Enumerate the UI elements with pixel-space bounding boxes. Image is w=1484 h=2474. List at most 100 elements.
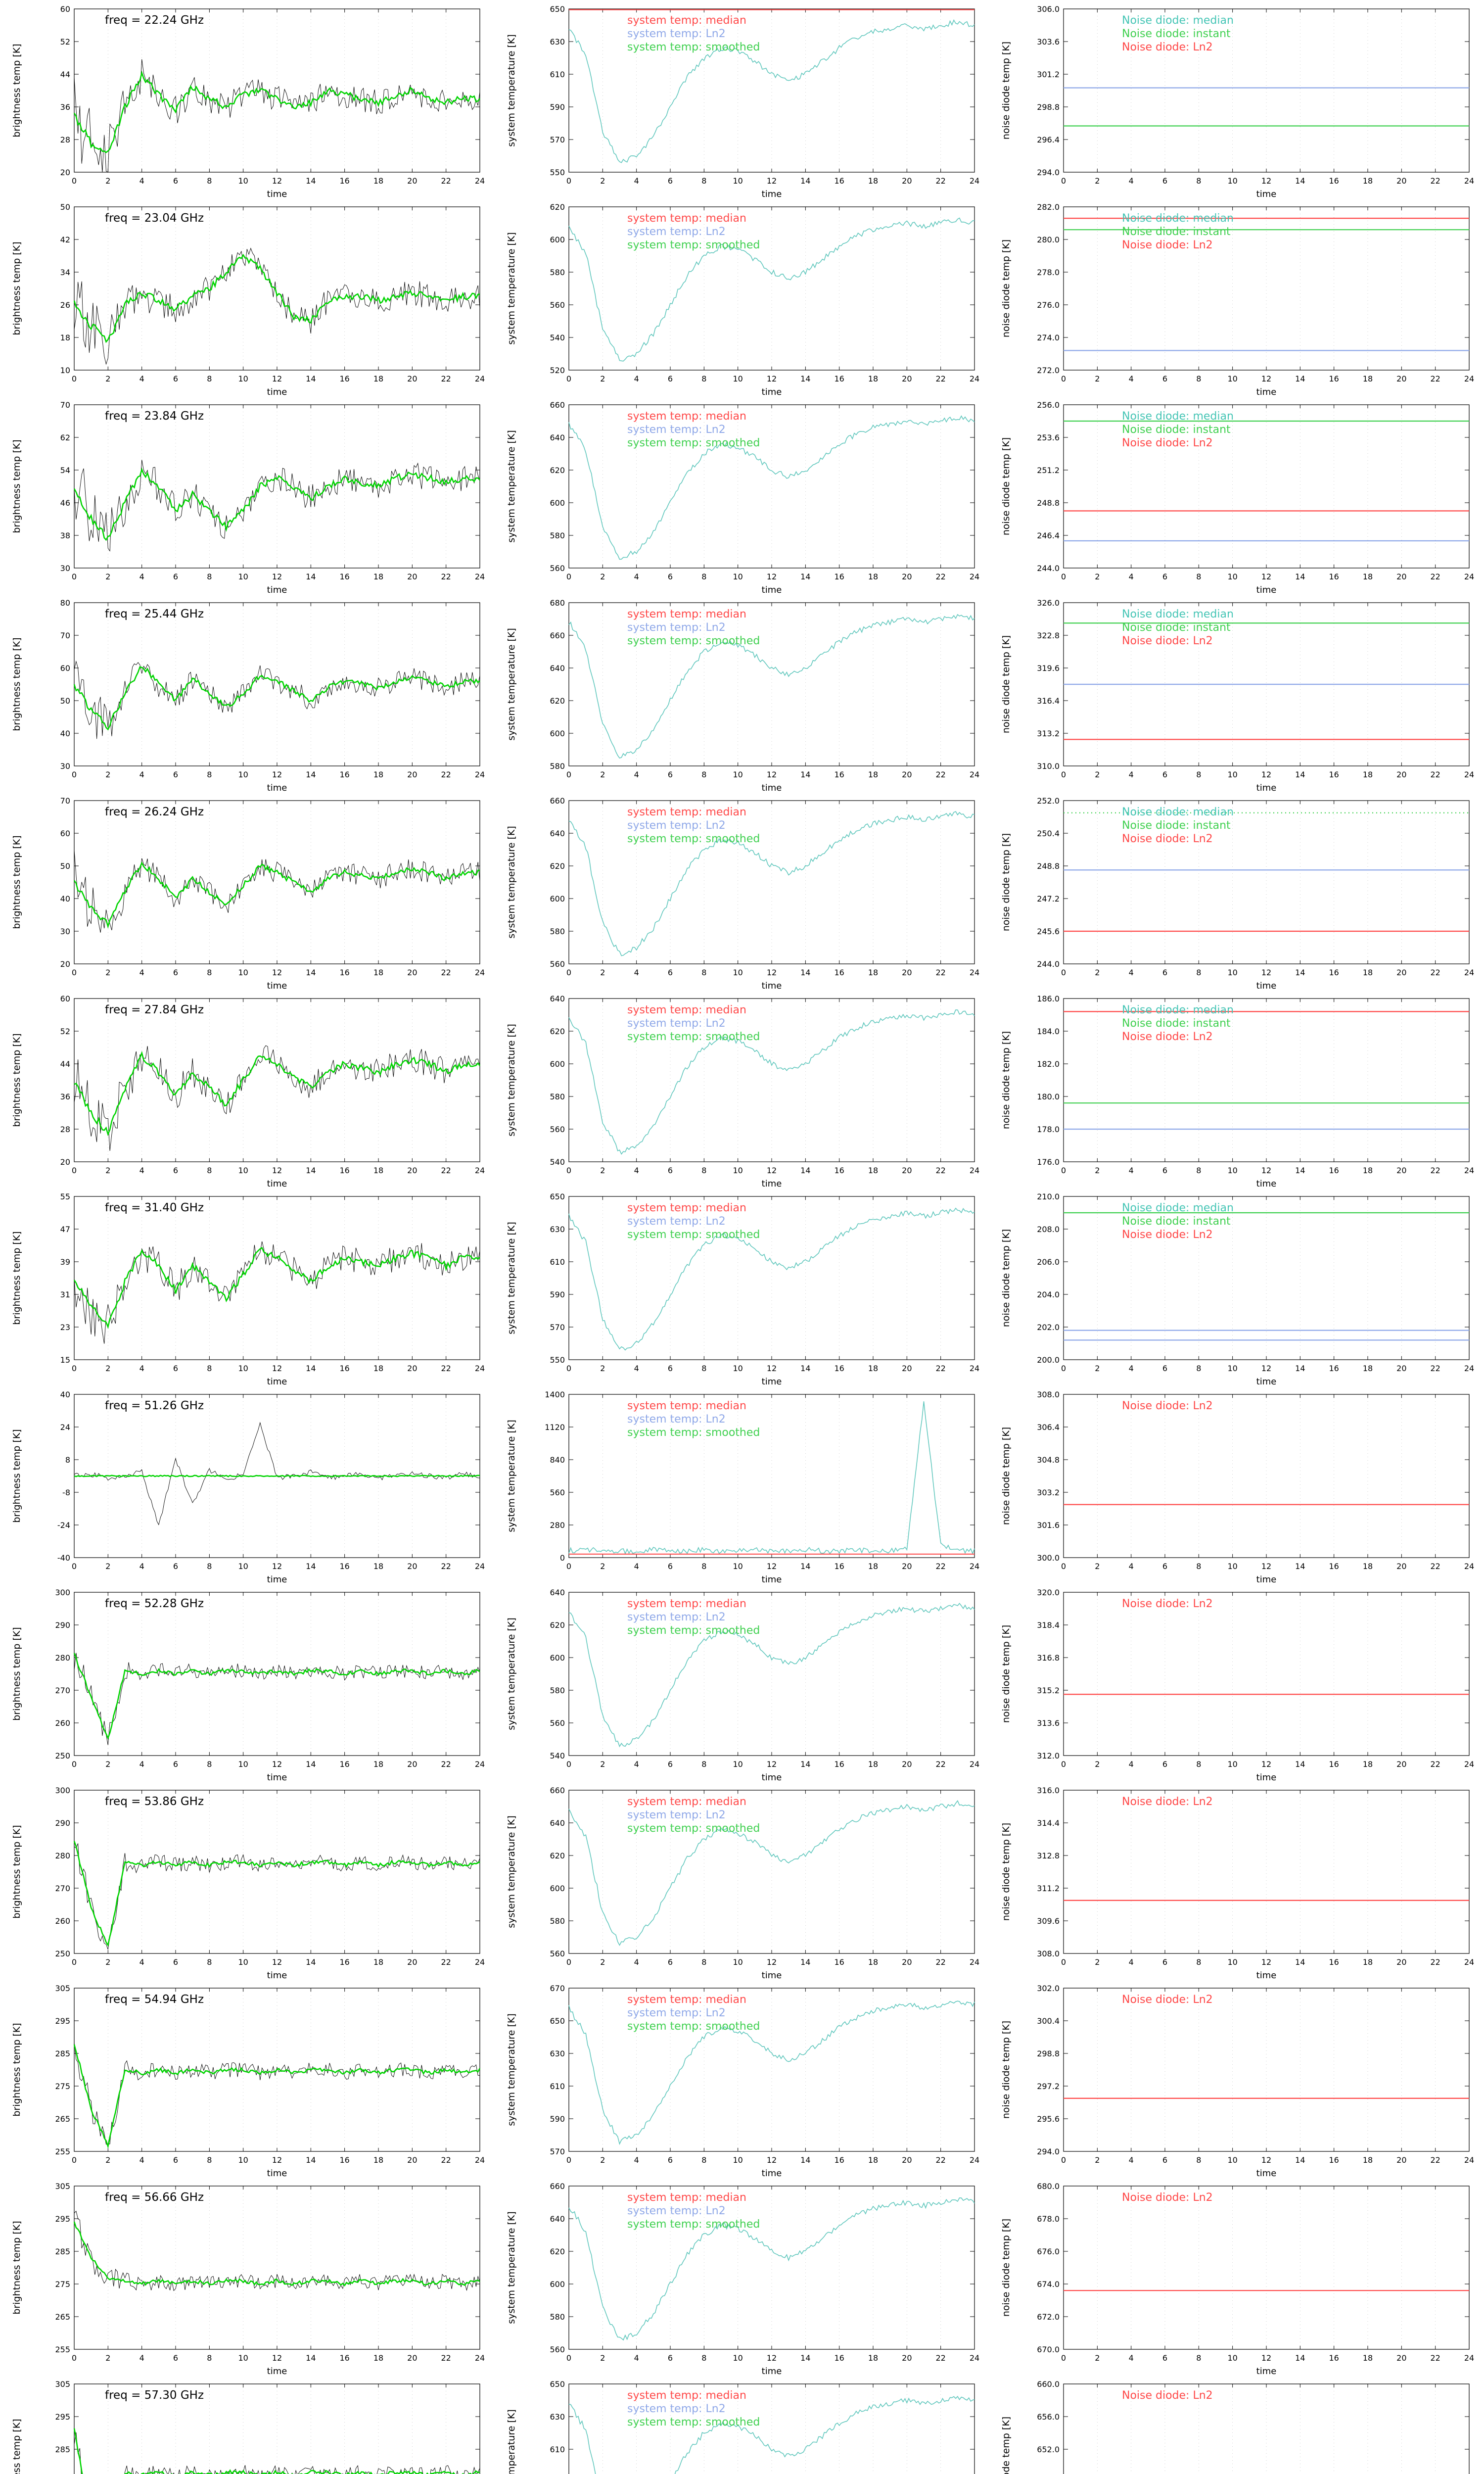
x-tick-label: 6 (173, 968, 178, 977)
plot-frame (1063, 1790, 1470, 1954)
raw-series (74, 1045, 480, 1151)
x-axis-label: time (267, 1772, 287, 1781)
plot-row: 0 2 4 6 8 10 12 14 16 18 20 22 24 30 40 50 60 70 80 brightn… (0, 594, 1484, 792)
x-tick-label: 0 (1061, 1166, 1066, 1175)
x-tick-label: 14 (306, 1957, 316, 1967)
smoothed-series (74, 1475, 480, 1477)
y-tick-label: 246.4 (1037, 531, 1060, 540)
plot-frame (568, 1592, 975, 1756)
x-tick-label: 24 (970, 572, 979, 581)
x-tick-label: 14 (800, 968, 810, 977)
legend-label: system temp: Ln2 (627, 621, 726, 634)
smoothed-series (73, 70, 481, 153)
legend-label: system temp: median (627, 1994, 746, 2006)
x-tick-label: 16 (339, 2353, 349, 2363)
y-tick-label: 660 (550, 2182, 565, 2191)
system-temp-series (568, 614, 975, 759)
legend-label: Noise diode: instant (1122, 1017, 1231, 1030)
legend-label: system temp: smoothed (627, 1031, 760, 1043)
brightness-temp-plot: 0 2 4 6 8 10 12 14 16 18 20 22 24250260270280290300b… (11, 1786, 485, 1979)
system-temp-plot: 0 2 4 6 8 10 12 14 16 18 20 22 24540560580600620640s… (506, 994, 979, 1188)
x-tick-label: 16 (339, 1957, 349, 1967)
smoothed-series (73, 1841, 480, 1947)
x-tick-label: 24 (475, 1562, 485, 1571)
y-tick-label: 280.0 (1037, 235, 1060, 244)
y-tick-label: 276.0 (1037, 300, 1060, 310)
y-axis-label: system temperature [K] (506, 430, 517, 542)
x-tick-label: 6 (668, 1760, 673, 1769)
x-tick-label: 0 (72, 176, 77, 186)
x-tick-label: 14 (306, 2353, 316, 2363)
plot-row: 0 2 4 6 8 10 12 14 16 18 20 22 24 10 18 26 34 42 50 brightn… (0, 198, 1484, 396)
x-tick-label: 16 (1329, 1957, 1339, 1967)
y-tick-label: 1400 (545, 1390, 565, 1399)
y-tick-label: 265 (55, 2312, 70, 2322)
x-axis-label: time (1256, 1377, 1277, 1385)
x-tick-label: 18 (868, 968, 878, 977)
y-tick-label: 278.0 (1037, 268, 1060, 277)
x-tick-label: 18 (373, 968, 383, 977)
x-tick-label: 0 (566, 176, 571, 186)
x-tick-label: 0 (566, 374, 571, 383)
x-axis-label: time (1256, 2366, 1277, 2375)
x-tick-label: 8 (1196, 2155, 1201, 2165)
x-tick-label: 22 (441, 2155, 451, 2165)
raw-series (74, 59, 480, 173)
x-tick-label: 16 (1329, 1760, 1339, 1769)
x-tick-label: 14 (800, 770, 810, 779)
x-tick-label: 12 (767, 176, 777, 186)
x-tick-label: 4 (634, 1364, 639, 1373)
x-tick-label: 24 (475, 374, 485, 383)
y-tick-label: 30 (60, 761, 70, 771)
y-tick-label: 640 (550, 433, 565, 442)
x-tick-label: 20 (1396, 1957, 1406, 1967)
y-tick-label: 305 (55, 1984, 70, 1993)
noise-diode-plot: 0 2 4 6 8 10 12 14 16 18 20 22 24200.0202.0204.0206.… (1001, 1192, 1474, 1385)
x-tick-label: 4 (139, 1364, 144, 1373)
x-tick-label: 22 (441, 1562, 451, 1571)
y-tick-label: 296.4 (1037, 135, 1060, 144)
y-tick-label: 580 (550, 1686, 565, 1695)
raw-series (74, 1843, 480, 1950)
x-tick-label: 18 (868, 2353, 878, 2363)
y-tick-label: 298.8 (1037, 2049, 1060, 2058)
system-temp-plot: 0 2 4 6 8 10 12 14 16 18 20 22 24560580600620640660s… (506, 796, 979, 990)
brightness-temp-plot: 0 2 4 6 8 10 12 14 16 18 20 22 24202836445260brightn… (11, 4, 485, 198)
x-tick-label: 10 (733, 1760, 742, 1769)
system-temp-series (568, 2197, 975, 2341)
y-tick-label: 610 (550, 2445, 565, 2454)
x-tick-label: 20 (407, 1166, 417, 1175)
x-tick-label: 12 (767, 1760, 777, 1769)
y-tick-label: 248.8 (1037, 861, 1060, 871)
y-tick-label: 311.2 (1037, 1884, 1060, 1893)
x-tick-label: 8 (701, 176, 706, 186)
plot-row: 0 2 4 6 8 10 12 14 16 18 20 22 24 20 28 36 44 52 60 brightn… (0, 990, 1484, 1188)
x-tick-label: 20 (407, 770, 417, 779)
legend-label: Noise diode: Ln2 (1122, 2191, 1213, 2204)
x-tick-label: 8 (207, 572, 212, 581)
y-tick-label: 620 (550, 1027, 565, 1036)
noise-diode-plot: 0 2 4 6 8 10 12 14 16 18 20 22 24310.0313.2316.4319.… (1001, 598, 1474, 792)
plot-frame (568, 2186, 975, 2350)
y-axis-label: system temperature [K] (506, 1024, 517, 1136)
x-tick-label: 24 (1464, 1562, 1474, 1571)
x-tick-label: 12 (272, 2353, 282, 2363)
x-tick-label: 24 (970, 968, 979, 977)
y-tick-label: 312.0 (1037, 1751, 1060, 1760)
x-tick-label: 6 (668, 770, 673, 779)
x-tick-label: 2 (600, 572, 605, 581)
y-tick-label: 70 (60, 400, 70, 410)
y-tick-label: 18 (60, 333, 70, 342)
x-tick-label: 10 (238, 1760, 248, 1769)
x-tick-label: 12 (272, 1957, 282, 1967)
x-tick-label: 4 (1129, 572, 1134, 581)
x-tick-label: 16 (1329, 1562, 1339, 1571)
y-tick-label: 200.0 (1037, 1355, 1060, 1365)
x-tick-label: 16 (339, 374, 349, 383)
x-axis-label: time (267, 189, 287, 198)
x-tick-label: 10 (238, 176, 248, 186)
y-tick-label: 676.0 (1037, 2247, 1060, 2256)
x-tick-label: 0 (1061, 1364, 1066, 1373)
x-tick-label: 0 (1061, 2155, 1066, 2165)
x-axis-label: time (1256, 2168, 1277, 2177)
